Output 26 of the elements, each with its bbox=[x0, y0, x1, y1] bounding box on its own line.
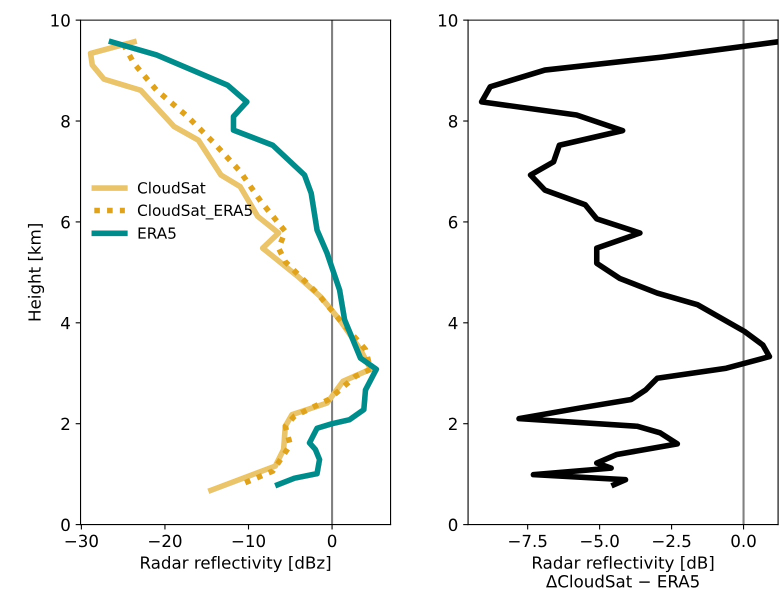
y-tick-label: 2 bbox=[448, 418, 457, 430]
x-tick-label: −30 bbox=[66, 534, 98, 548]
y-tick-label: 4 bbox=[61, 316, 70, 330]
y-tick-label: 6 bbox=[448, 216, 458, 228]
x-tick-label: −10 bbox=[232, 534, 265, 548]
y-tick-label: 10 bbox=[51, 14, 70, 27]
x-tick-label: 0.0 bbox=[731, 534, 756, 548]
y-tick-label: 8 bbox=[448, 114, 458, 128]
y-axis-title: Height [km] bbox=[28, 224, 44, 320]
x-tick-label: −20 bbox=[149, 534, 182, 548]
y-tick-label: 4 bbox=[448, 316, 458, 330]
x-tick-label: −7.5 bbox=[509, 534, 546, 548]
y-tick-label: 8 bbox=[61, 114, 70, 128]
y-tick-label: 10 bbox=[438, 14, 458, 27]
legend-label: CloudSat_ERA5 bbox=[138, 204, 252, 220]
x-tick-label: −5.0 bbox=[581, 534, 619, 548]
y-tick-label: 0 bbox=[61, 518, 70, 532]
y-tick-label: 0 bbox=[448, 518, 458, 532]
legend-label: CloudSat bbox=[138, 182, 206, 194]
legend-label: ERA5 bbox=[138, 228, 176, 239]
y-tick-label: 6 bbox=[61, 216, 70, 228]
x-axis-title: Radar reflectivity [dBz] bbox=[141, 556, 330, 572]
y-tick-label: 2 bbox=[61, 418, 70, 430]
x-axis-title: Radar reflectivity [dB] ΔCloudSat − ERA5 bbox=[533, 556, 714, 588]
x-tick-label: 0 bbox=[328, 534, 336, 548]
x-tick-label: −2.5 bbox=[653, 534, 690, 548]
